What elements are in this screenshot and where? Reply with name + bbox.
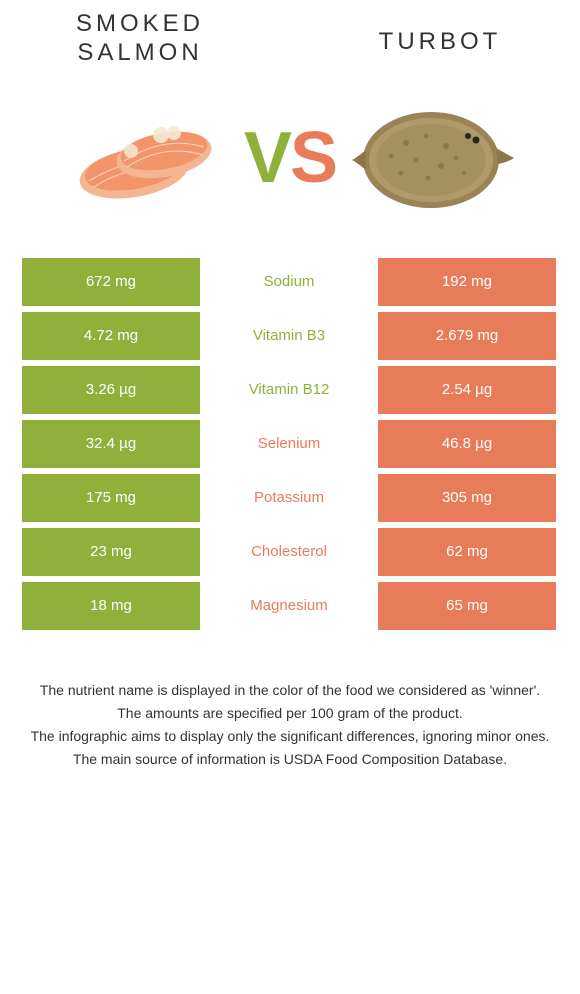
- vs-v: V: [244, 118, 290, 198]
- nutrient-label: Magnesium: [200, 582, 378, 630]
- right-value: 2.54 µg: [378, 366, 556, 414]
- footer-line-4: The main source of information is USDA F…: [26, 749, 554, 770]
- vs-s: S: [290, 118, 336, 198]
- right-value: 65 mg: [378, 582, 556, 630]
- footer-line-3: The infographic aims to display only the…: [26, 726, 554, 747]
- table-row: 4.72 mgVitamin B32.679 mg: [22, 312, 558, 360]
- right-value: 305 mg: [378, 474, 556, 522]
- right-value: 192 mg: [378, 258, 556, 306]
- nutrient-label: Potassium: [200, 474, 378, 522]
- footer-line-2: The amounts are specified per 100 gram o…: [26, 703, 554, 724]
- nutrient-label: Cholesterol: [200, 528, 378, 576]
- table-row: 672 mgSodium192 mg: [22, 258, 558, 306]
- nutrient-label: Vitamin B12: [200, 366, 378, 414]
- left-value: 32.4 µg: [22, 420, 200, 468]
- salmon-icon: [64, 98, 234, 218]
- left-value: 23 mg: [22, 528, 200, 576]
- table-row: 23 mgCholesterol62 mg: [22, 528, 558, 576]
- table-row: 3.26 µgVitamin B122.54 µg: [22, 366, 558, 414]
- table-row: 175 mgPotassium305 mg: [22, 474, 558, 522]
- left-value: 3.26 µg: [22, 366, 200, 414]
- nutrient-label: Selenium: [200, 420, 378, 468]
- left-title: SMOKED SALMON: [40, 10, 240, 68]
- left-title-line2: SALMON: [40, 39, 240, 68]
- nutrient-label: Sodium: [200, 258, 378, 306]
- footer-line-1: The nutrient name is displayed in the co…: [26, 680, 554, 701]
- turbot-icon: [346, 98, 516, 218]
- table-row: 32.4 µgSelenium46.8 µg: [22, 420, 558, 468]
- nutrient-label: Vitamin B3: [200, 312, 378, 360]
- left-title-line1: SMOKED: [40, 10, 240, 39]
- left-value: 4.72 mg: [22, 312, 200, 360]
- right-value: 2.679 mg: [378, 312, 556, 360]
- right-title: TURBOT: [340, 10, 540, 57]
- header: SMOKED SALMON TURBOT: [0, 0, 580, 68]
- left-value: 18 mg: [22, 582, 200, 630]
- footer-notes: The nutrient name is displayed in the co…: [0, 630, 580, 772]
- right-value: 46.8 µg: [378, 420, 556, 468]
- left-value: 672 mg: [22, 258, 200, 306]
- nutrient-table: 672 mgSodium192 mg 4.72 mgVitamin B32.679…: [22, 258, 558, 630]
- vs-row: VS: [0, 68, 580, 258]
- right-value: 62 mg: [378, 528, 556, 576]
- left-value: 175 mg: [22, 474, 200, 522]
- vs-label: VS: [244, 117, 336, 199]
- table-row: 18 mgMagnesium65 mg: [22, 582, 558, 630]
